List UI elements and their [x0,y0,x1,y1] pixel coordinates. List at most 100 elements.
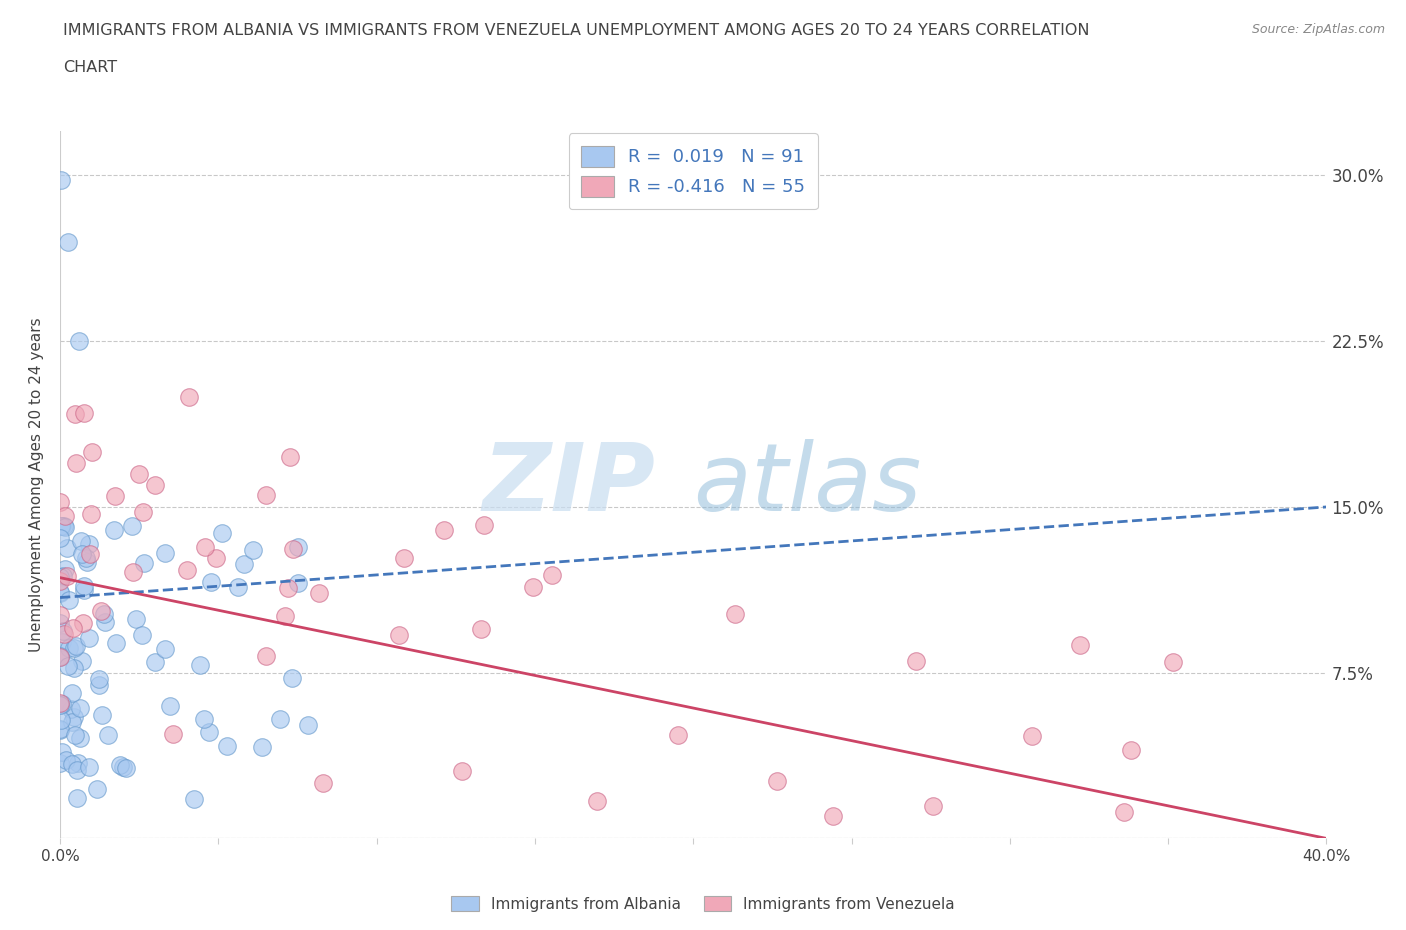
Point [204,551,226,565]
Point [766,774,789,789]
Point [80,445,103,459]
Point [217,738,239,753]
Point [312,776,335,790]
Point [159,698,181,713]
Y-axis label: Unemployment Among Ages 20 to 24 years: Unemployment Among Ages 20 to 24 years [30,317,44,652]
Point [67,334,90,349]
Point [233,557,256,572]
Point [540,567,562,582]
Point [49,650,72,665]
Point [103,523,125,538]
Point [128,466,150,481]
Point [297,718,319,733]
Point [56,540,79,555]
Point [73,582,96,597]
Legend: Immigrants from Albania, Immigrants from Venezuela: Immigrants from Albania, Immigrants from… [444,889,962,918]
Point [451,764,474,778]
Point [104,488,127,503]
Legend: R =  0.019   N = 91, R = -0.416   N = 55: R = 0.019 N = 91, R = -0.416 N = 55 [568,133,818,209]
Point [52,624,75,639]
Point [49,649,72,664]
Point [470,621,492,636]
Point [73,405,96,420]
Point [283,542,305,557]
Point [183,791,205,806]
Text: ZIP: ZIP [482,439,655,531]
Point [1163,655,1185,670]
Point [97,727,120,742]
Point [53,519,76,534]
Point [56,569,79,584]
Point [143,654,166,669]
Point [666,727,689,742]
Point [1021,729,1043,744]
Point [51,634,73,649]
Point [922,798,945,813]
Point [242,543,264,558]
Point [277,580,299,595]
Point [269,711,291,726]
Point [53,627,76,642]
Point [226,579,249,594]
Point [53,562,76,577]
Point [49,607,72,622]
Point [58,592,80,607]
Point [188,658,211,673]
Point [200,575,222,590]
Point [49,569,72,584]
Point [1069,638,1091,653]
Point [63,406,86,421]
Point [60,685,83,700]
Point [86,782,108,797]
Point [904,653,927,668]
Point [87,672,110,687]
Point [51,697,73,711]
Point [49,519,72,534]
Point [176,563,198,578]
Point [90,604,112,618]
Point [72,616,94,631]
Point [62,620,84,635]
Point [49,698,72,713]
Point [287,576,309,591]
Point [388,628,411,643]
Point [56,658,79,673]
Point [162,727,184,742]
Point [122,565,145,579]
Point [65,456,87,471]
Point [66,791,89,806]
Point [66,756,89,771]
Point [274,608,297,623]
Point [63,710,86,724]
Text: atlas: atlas [693,439,921,530]
Point [49,530,72,545]
Point [49,586,72,601]
Point [77,537,100,551]
Point [308,586,330,601]
Point [49,494,72,509]
Point [472,517,495,532]
Point [392,551,415,565]
Point [49,696,72,711]
Point [58,234,80,249]
Point [52,569,75,584]
Point [121,518,143,533]
Point [49,574,72,589]
Point [51,745,73,760]
Point [125,611,148,626]
Point [58,641,80,656]
Point [55,752,77,767]
Point [522,579,544,594]
Point [94,615,117,630]
Point [51,712,73,727]
Point [49,698,72,712]
Point [108,758,131,773]
Text: CHART: CHART [63,60,117,75]
Point [1119,742,1142,757]
Point [72,547,94,562]
Point [93,606,115,621]
Point [153,642,176,657]
Point [73,578,96,593]
Point [60,714,83,729]
Point [80,506,103,521]
